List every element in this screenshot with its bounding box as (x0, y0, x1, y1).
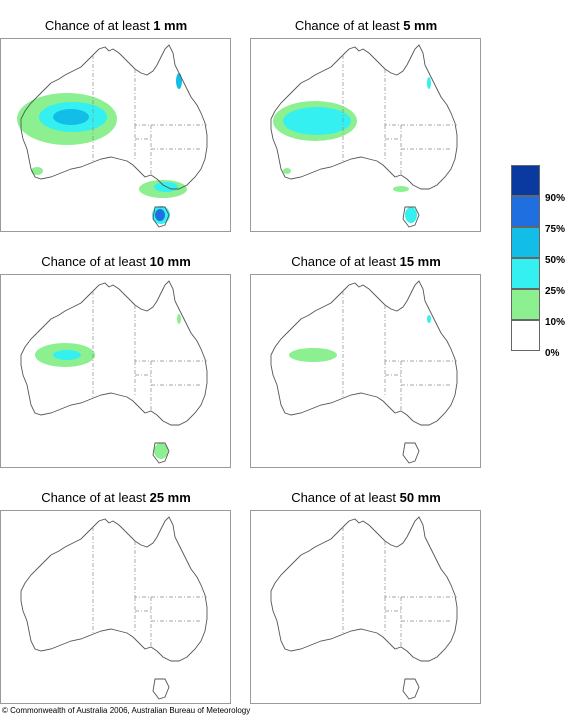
title-amount: 25 mm (149, 490, 191, 505)
state-border (134, 305, 207, 362)
region-tas-50pct (155, 209, 165, 221)
mainland-coastline (270, 516, 458, 662)
legend-label: 25% (545, 286, 566, 297)
legend-swatch-10-25 (511, 289, 540, 320)
panel-title: Chance of at least 50 mm (250, 490, 482, 506)
state-border (134, 541, 207, 598)
tasmania-coastline (152, 678, 170, 700)
mainland-coastline (20, 280, 208, 426)
australia-map (0, 274, 231, 468)
title-prefix: Chance of at least (41, 490, 150, 505)
probability-overlay (273, 77, 431, 223)
region-qld-coast (177, 314, 181, 324)
panel-title: Chance of at least 15 mm (250, 254, 482, 270)
australia-outline (20, 280, 208, 464)
panel-title: Chance of at least 1 mm (0, 18, 232, 34)
state-border (384, 541, 457, 598)
legend-label: 50% (545, 255, 566, 266)
title-prefix: Chance of at least (294, 18, 404, 33)
australia-outline (270, 516, 458, 700)
tasmania-coastline (152, 442, 170, 464)
australia-map (250, 510, 481, 704)
map-svg (17, 44, 208, 228)
state-border (384, 69, 457, 126)
legend-label: 0% (545, 348, 560, 359)
region-se-10pct (393, 186, 409, 192)
tasmania-coastline (402, 206, 420, 228)
state-border (134, 69, 207, 126)
title-amount: 50 mm (399, 490, 441, 505)
region-qld-coast (176, 73, 182, 89)
australia-outline (20, 516, 208, 700)
region-tas-10pct (154, 443, 168, 459)
probability-overlay (289, 315, 431, 362)
mainland-coastline (270, 280, 458, 426)
region-qld-coast (427, 315, 431, 323)
mainland-coastline (20, 44, 208, 190)
map-svg (20, 516, 208, 700)
mainland-coastline (20, 516, 208, 662)
region-10pct (289, 348, 337, 362)
region-tas-25pct (405, 207, 417, 223)
copyright-notice: © Commonwealth of Australia 2006, Austra… (2, 706, 251, 715)
title-amount: 5 mm (403, 18, 438, 33)
australia-map (0, 510, 231, 704)
probability-overlay (17, 73, 187, 224)
title-prefix: Chance of at least (44, 18, 154, 33)
region-50pct (53, 109, 89, 125)
australia-map (250, 38, 481, 232)
panel-title: Chance of at least 25 mm (0, 490, 232, 506)
panel-title: Chance of at least 5 mm (250, 18, 482, 34)
legend-swatch-90-100 (511, 165, 540, 196)
region-25pct (53, 350, 81, 360)
region-qld-coast (427, 77, 431, 89)
tasmania-coastline (402, 442, 420, 464)
tasmania-coastline (402, 678, 420, 700)
map-svg (270, 516, 458, 700)
title-amount: 15 mm (399, 254, 441, 269)
title-amount: 10 mm (149, 254, 191, 269)
probability-overlay (35, 314, 181, 459)
australia-map (250, 274, 481, 468)
map-svg (270, 44, 458, 228)
legend-label: 75% (545, 224, 566, 235)
australia-outline (270, 44, 458, 228)
legend-swatch-75-90 (511, 196, 540, 227)
australia-outline (20, 44, 208, 228)
legend-swatch-25-50 (511, 258, 540, 289)
legend-label: 10% (545, 317, 566, 328)
state-border (384, 305, 457, 362)
legend-swatch-0-10 (511, 320, 540, 351)
region-25pct (283, 107, 351, 135)
legend-swatch-50-75 (511, 227, 540, 258)
australia-map (0, 38, 231, 232)
australia-outline (270, 280, 458, 464)
title-amount: 1 mm (153, 18, 188, 33)
title-prefix: Chance of at least (291, 254, 400, 269)
region-sw-10pct (31, 167, 43, 175)
legend-label: 90% (545, 193, 566, 204)
mainland-coastline (270, 44, 458, 190)
panel-title: Chance of at least 10 mm (0, 254, 232, 270)
region-sw-10pct (283, 168, 291, 174)
map-svg (270, 280, 458, 464)
map-svg (20, 280, 208, 464)
tasmania-coastline (152, 206, 170, 228)
title-prefix: Chance of at least (41, 254, 150, 269)
title-prefix: Chance of at least (291, 490, 400, 505)
